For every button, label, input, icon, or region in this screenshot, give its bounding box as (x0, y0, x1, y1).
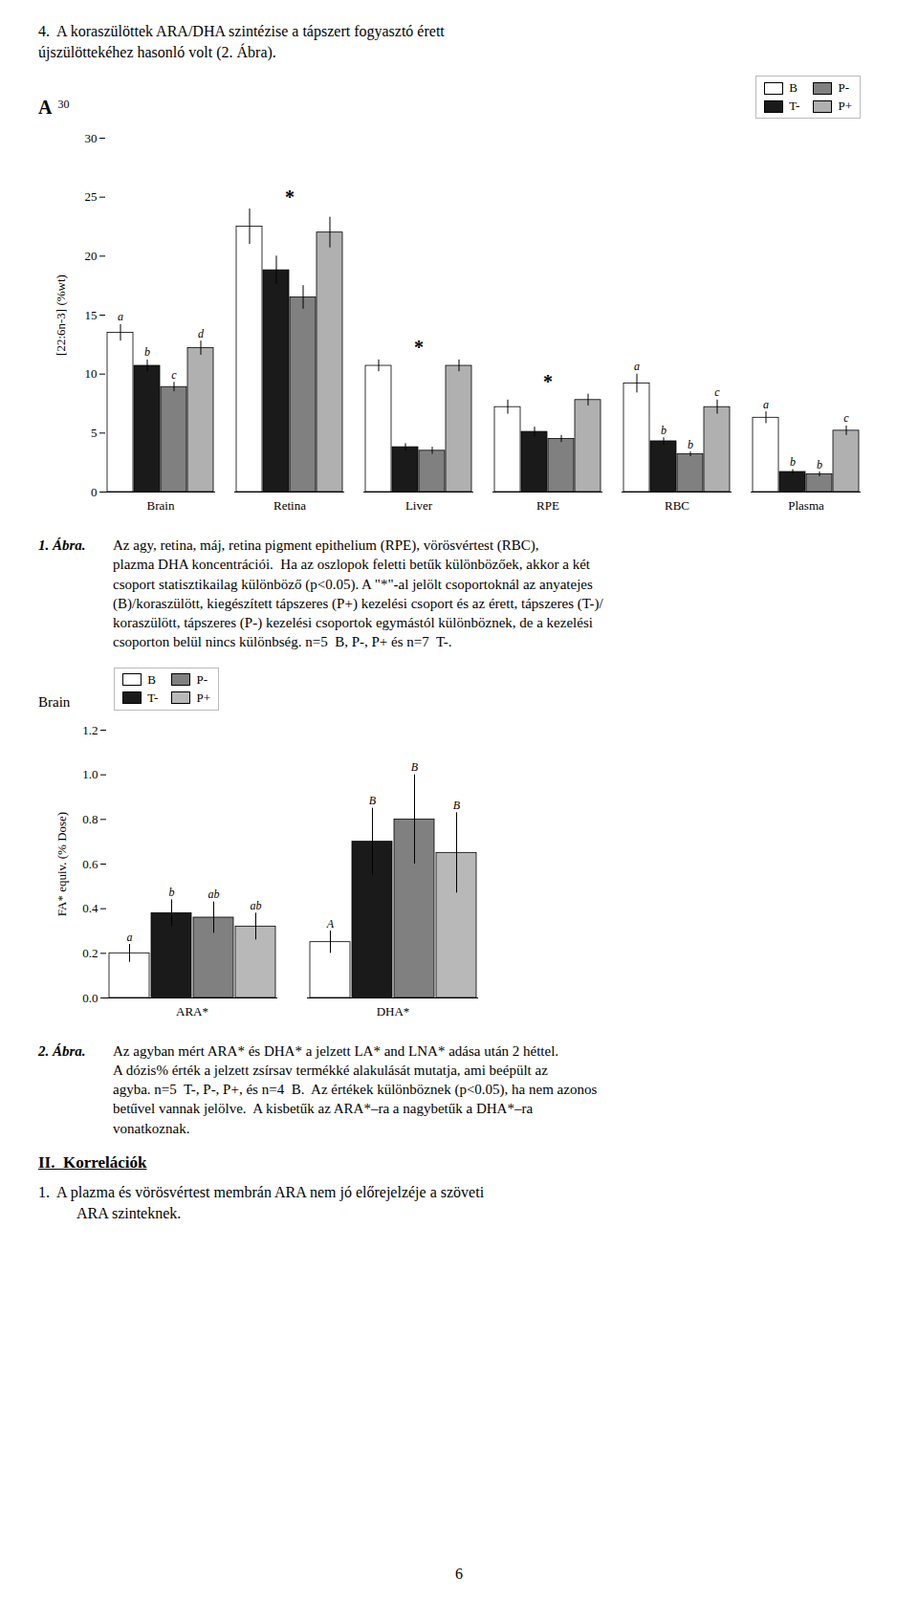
svg-text:DHA*: DHA* (376, 1003, 411, 1018)
svg-text:c: c (714, 385, 721, 399)
html-text:agyba. n=5 T-, P-, P+, és n=4: agyba. n=5 T-, P-, P+, és n=4 B. Az érté… (112, 1081, 597, 1098)
html-text:P-: P- (196, 671, 208, 687)
svg-text:b: b (687, 437, 694, 452)
svg-text:Liver: Liver (405, 498, 434, 513)
html-text:(B)/koraszülött, kiegészített: (B)/koraszülött, kiegészített tápszeres … (112, 595, 604, 611)
svg-text:FA* equiv. (% Dose): FA* equiv. (% Dose) (54, 810, 69, 916)
svg-text:15: 15 (85, 307, 98, 323)
html-text:betűvel vannak jelölve. A kisb: betűvel vannak jelölve. A kisbetűk az AR… (112, 1101, 533, 1117)
svg-text:0.4: 0.4 (82, 900, 99, 916)
html-text:Az agy, retina, máj, retina pi: Az agy, retina, máj, retina pigment epit… (112, 537, 539, 553)
html-text:2. Ábra.: 2. Ábra. (38, 1042, 86, 1059)
html-text:T-: T- (147, 690, 159, 705)
html-text:P-: P- (838, 80, 850, 95)
html-text:B: B (789, 80, 798, 95)
html-text:1. Ábra.: 1. Ábra. (38, 537, 86, 553)
html-text:csoporton belül nincs különbsé: csoporton belül nincs különbség. n=5 B, … (112, 634, 452, 650)
svg-text:b: b (169, 885, 175, 899)
svg-text:B: B (369, 793, 377, 808)
svg-text:d: d (197, 327, 205, 341)
svg-text:Brain: Brain (147, 498, 175, 513)
svg-text:Plasma: Plasma (787, 498, 825, 513)
svg-text:a: a (127, 929, 133, 943)
html-text:B: B (147, 671, 156, 687)
html-text:Az agyban mért ARA* és DHA* a: Az agyban mért ARA* és DHA* a jelzett LA… (112, 1042, 559, 1059)
html-text:A dózis% érték a jelzett zsírs: A dózis% érték a jelzett zsírsav termékk… (112, 1062, 548, 1078)
html-text:csoport statisztikailag különb: csoport statisztikailag különböző (p<0.0… (112, 576, 593, 592)
svg-text:1.0: 1.0 (82, 766, 98, 782)
svg-text:b: b (660, 423, 667, 438)
svg-text:a: a (633, 359, 640, 373)
svg-text:30: 30 (85, 131, 98, 146)
html-text:4. A koraszülöttek ARA/DHA szi: 4. A koraszülöttek ARA/DHA szintézise a … (38, 22, 445, 40)
svg-text:RBC: RBC (664, 498, 690, 513)
svg-text:0: 0 (90, 484, 98, 500)
svg-text:a: a (763, 397, 769, 412)
svg-text:0.0: 0.0 (82, 989, 98, 1005)
html-text:Brain: Brain (38, 693, 71, 710)
svg-text:0.6: 0.6 (82, 855, 99, 871)
html-text:T-: T- (789, 98, 800, 114)
svg-text:b: b (144, 346, 151, 360)
svg-text:0.8: 0.8 (82, 811, 98, 827)
svg-text:c: c (171, 368, 177, 382)
svg-text:b: b (816, 458, 823, 472)
svg-text:0.2: 0.2 (82, 945, 98, 961)
svg-text:*: * (414, 337, 424, 359)
svg-text:10: 10 (85, 367, 98, 382)
svg-text:*: * (284, 186, 295, 208)
svg-text:5: 5 (90, 425, 98, 440)
html-text:P+: P+ (196, 690, 211, 705)
html-text:II. Korrelációk: II. Korrelációk (38, 1153, 147, 1172)
html-text:P+: P+ (838, 98, 853, 114)
svg-text:A: A (326, 916, 335, 930)
svg-text:1.2: 1.2 (82, 721, 98, 737)
svg-text:ab: ab (208, 887, 220, 901)
svg-text:a: a (117, 310, 124, 325)
svg-text:ARA*: ARA* (175, 1003, 209, 1018)
html-text:újszülöttekéhez hasonló volt (: újszülöttekéhez hasonló volt (2. Ábra). (38, 43, 277, 60)
svg-text:RPE: RPE (536, 498, 560, 513)
svg-text:B: B (453, 798, 461, 812)
html-text:koraszülött, tápszeres (P-) ke: koraszülött, tápszeres (P-) kezelési cso… (112, 615, 593, 631)
svg-text:ab: ab (250, 898, 263, 913)
html-text:plazma DHA koncentrációi. Ha a: plazma DHA koncentrációi. Ha az oszlopok… (112, 556, 591, 573)
svg-text:Retina: Retina (273, 498, 306, 513)
svg-text:[22:6n-3] (%wt): [22:6n-3] (%wt) (53, 274, 68, 356)
html-text:6: 6 (455, 1565, 463, 1582)
html-text:A 30: A 30 (38, 96, 70, 118)
html-text:ARA szinteknek.: ARA szinteknek. (76, 1204, 182, 1221)
html-text:vonatkoznak.: vonatkoznak. (112, 1120, 190, 1136)
svg-text:b: b (789, 455, 796, 469)
svg-text:25: 25 (85, 190, 98, 205)
svg-text:B: B (411, 760, 419, 774)
svg-text:c: c (843, 412, 850, 426)
html-text:1. A plazma és vörösvértest me: 1. A plazma és vörösvértest membrán ARA … (38, 1183, 484, 1200)
svg-text:*: * (543, 371, 553, 393)
svg-text:20: 20 (85, 248, 98, 263)
